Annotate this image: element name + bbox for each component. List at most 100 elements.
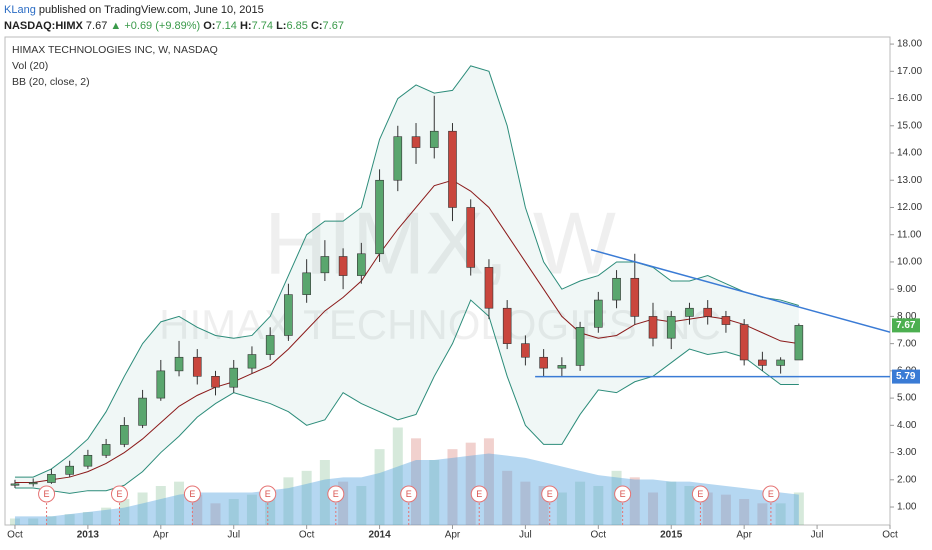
candle-body bbox=[429, 130, 439, 148]
earnings-marker[interactable] bbox=[400, 485, 418, 503]
candle-body bbox=[265, 335, 275, 355]
x-tick-label: Jul bbox=[519, 530, 532, 541]
up-arrow: ▲ bbox=[110, 20, 122, 32]
earnings-marker[interactable] bbox=[183, 485, 201, 503]
x-tick-label: 2015 bbox=[660, 530, 683, 541]
h-value: 7.74 bbox=[251, 20, 273, 32]
volume-bar bbox=[629, 477, 640, 525]
x-tick-label: Oct bbox=[7, 530, 23, 541]
y-tick-label: 18.00 bbox=[897, 39, 922, 50]
earnings-label: E bbox=[333, 489, 339, 499]
volume-bar bbox=[101, 507, 112, 525]
candle-body bbox=[630, 277, 640, 317]
y-tick-label: 1.00 bbox=[897, 502, 917, 513]
candle-body bbox=[302, 272, 311, 295]
indicator-label[interactable]: Vol (20) bbox=[12, 60, 48, 72]
bb-lower bbox=[14, 299, 799, 494]
candle-body bbox=[320, 256, 330, 274]
x-tick-label: Oct bbox=[299, 530, 315, 541]
x-tick-label: 2014 bbox=[368, 530, 391, 541]
candle-body bbox=[739, 324, 749, 361]
volume-bar bbox=[392, 427, 403, 525]
volume-bar bbox=[137, 492, 148, 525]
earnings-marker[interactable] bbox=[110, 485, 128, 503]
volume-bar bbox=[447, 449, 458, 525]
x-tick-label: Jul bbox=[811, 530, 824, 541]
volume-bar bbox=[283, 477, 294, 525]
candle-body bbox=[338, 256, 348, 276]
price-tag-label: 7.67 bbox=[896, 320, 916, 331]
bb-upper bbox=[14, 65, 799, 478]
candle-body bbox=[466, 207, 476, 268]
earnings-marker[interactable] bbox=[691, 485, 709, 503]
y-tick-label: 8.00 bbox=[897, 311, 917, 322]
candle-body bbox=[174, 356, 184, 372]
candle-body bbox=[484, 267, 494, 309]
candle-body bbox=[101, 444, 111, 456]
plot-frame bbox=[4, 36, 891, 526]
price-tag bbox=[892, 369, 920, 384]
volume-bar bbox=[793, 492, 804, 525]
candle-body bbox=[703, 307, 713, 317]
earnings-label: E bbox=[189, 489, 195, 499]
earnings-marker[interactable] bbox=[38, 485, 56, 503]
candle-body bbox=[666, 316, 676, 339]
earnings-marker[interactable] bbox=[762, 485, 780, 503]
author[interactable]: KLang bbox=[4, 4, 36, 16]
earnings-marker[interactable] bbox=[327, 485, 345, 503]
o-label: O: bbox=[203, 20, 216, 32]
volume-bar bbox=[356, 486, 367, 525]
earnings-marker[interactable] bbox=[614, 485, 632, 503]
volume-bar bbox=[338, 481, 349, 525]
volume-bar bbox=[720, 494, 731, 525]
candle-body bbox=[284, 294, 293, 336]
volume-bar bbox=[174, 481, 185, 525]
earnings-label: E bbox=[547, 489, 553, 499]
volume-bar bbox=[301, 470, 312, 525]
published: published on TradingView.com, June 10, 2… bbox=[38, 4, 264, 16]
last: 7.67 bbox=[85, 20, 108, 32]
volume-bar bbox=[228, 499, 239, 525]
volume-bar bbox=[155, 486, 166, 525]
bb-fill bbox=[14, 65, 799, 494]
trendline bbox=[590, 248, 891, 333]
candle-body bbox=[357, 253, 366, 276]
candle-body bbox=[83, 454, 93, 467]
earnings-label: E bbox=[265, 489, 271, 499]
candle-body bbox=[65, 465, 74, 475]
x-tick-label: Jul bbox=[227, 530, 240, 541]
y-tick-label: 17.00 bbox=[897, 66, 922, 77]
earnings-label: E bbox=[620, 489, 626, 499]
candle-body bbox=[192, 356, 202, 377]
l-label: L: bbox=[276, 20, 287, 32]
price-tag-label: 5.79 bbox=[896, 371, 916, 382]
y-tick-label: 11.00 bbox=[897, 229, 922, 240]
volume-bar bbox=[739, 499, 750, 525]
price-tag bbox=[892, 318, 920, 333]
volume-bar bbox=[265, 490, 276, 525]
x-tick-label: 2013 bbox=[77, 530, 100, 541]
earnings-label: E bbox=[116, 489, 122, 499]
x-tick-label: Apr bbox=[445, 530, 461, 541]
candle-body bbox=[120, 425, 129, 445]
candle-body bbox=[648, 316, 658, 339]
earnings-marker[interactable] bbox=[470, 485, 488, 503]
candle-body bbox=[229, 367, 239, 388]
candle-body bbox=[411, 136, 421, 148]
y-tick-label: 10.00 bbox=[897, 257, 922, 268]
chart-title: HIMAX TECHNOLOGIES INC, W, NASDAQ bbox=[12, 44, 218, 56]
volume-bar bbox=[520, 481, 531, 525]
header: KLang published on TradingView.com, June… bbox=[4, 2, 344, 34]
earnings-marker[interactable] bbox=[541, 485, 559, 503]
volume-bar bbox=[374, 449, 385, 525]
indicator-label[interactable]: BB (20, close, 2) bbox=[12, 76, 90, 88]
watermark-symbol: HIMX, W bbox=[264, 193, 616, 292]
y-tick-label: 4.00 bbox=[897, 420, 917, 431]
earnings-label: E bbox=[406, 489, 412, 499]
earnings-label: E bbox=[697, 489, 703, 499]
volume-bar bbox=[502, 470, 513, 525]
earnings-marker[interactable] bbox=[259, 485, 277, 503]
candle-body bbox=[211, 376, 220, 388]
quote-line: NASDAQ:HIMX 7.67 ▲ +0.69 (+9.89%) O:7.14… bbox=[4, 18, 344, 34]
